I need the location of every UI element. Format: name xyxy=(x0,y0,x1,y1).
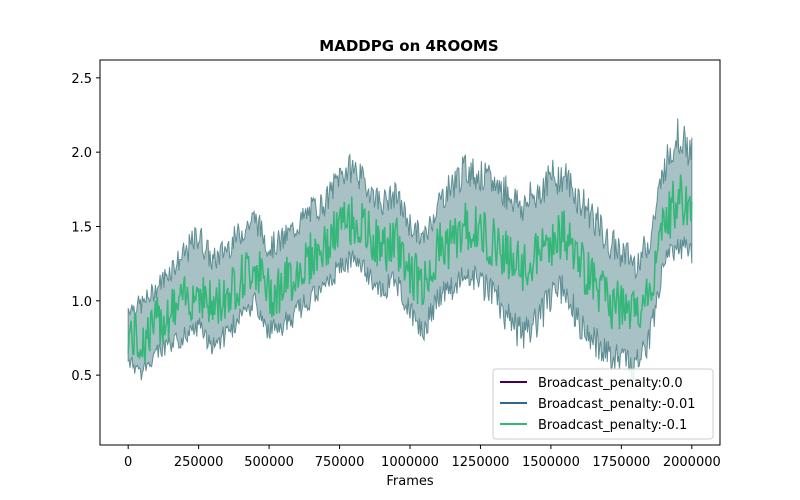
y-tick-label: 0.5 xyxy=(71,369,92,384)
legend-box xyxy=(492,368,714,440)
series-band-2 xyxy=(127,118,693,381)
x-tick-label: 1250000 xyxy=(452,455,510,470)
x-tick-label: 250000 xyxy=(174,455,224,470)
x-tick-label: 0 xyxy=(124,455,132,470)
y-axis: 0.5 1.0 1.5 2.0 2.5 xyxy=(71,72,100,384)
x-tick-label: 1750000 xyxy=(592,455,650,470)
x-tick-label: 1000000 xyxy=(381,455,439,470)
y-tick-label: 1.5 xyxy=(71,220,92,235)
x-axis: 0 250000 500000 750000 1000000 1250000 1500000… xyxy=(124,445,721,470)
x-tick-label: 500000 xyxy=(244,455,294,470)
x-axis-label: Frames xyxy=(386,474,434,489)
series-line-2 xyxy=(127,174,693,363)
y-tick-label: 2.0 xyxy=(71,146,92,161)
legend-entry: Broadcast_penalty:0.0 xyxy=(538,376,683,391)
chart-title: MADDPG on 4ROOMS xyxy=(319,37,498,55)
plot-area xyxy=(127,118,693,381)
x-tick-label: 2000000 xyxy=(663,455,721,470)
y-tick-label: 1.0 xyxy=(71,295,92,310)
legend: Broadcast_penalty:0.0 Broadcast_penalty:-… xyxy=(492,368,714,440)
x-tick-label: 750000 xyxy=(315,455,365,470)
legend-entry: Broadcast_penalty:-0.01 xyxy=(538,397,696,412)
legend-entry: Broadcast_penalty:-0.1 xyxy=(538,418,687,433)
y-tick-label: 2.5 xyxy=(71,72,92,87)
x-tick-label: 1500000 xyxy=(522,455,580,470)
